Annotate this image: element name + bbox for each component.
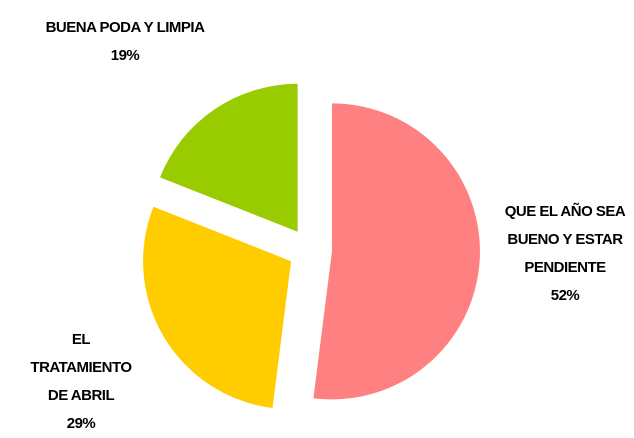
pie-slice bbox=[160, 83, 298, 232]
pie-slice bbox=[143, 206, 292, 409]
slice-label: EL TRATAMIENTO DE ABRIL 29% bbox=[20, 326, 142, 438]
slice-label: BUENA PODA Y LIMPIA 19% bbox=[45, 14, 205, 70]
value-label: 29% bbox=[66, 415, 96, 432]
category-label: EL TRATAMIENTO DE ABRIL bbox=[30, 331, 132, 404]
slice-label: QUE EL AÑO SEA BUENO Y ESTAR PENDIENTE 52… bbox=[500, 198, 630, 310]
value-label: 52% bbox=[550, 287, 580, 304]
value-label: 19% bbox=[110, 47, 140, 64]
category-label: QUE EL AÑO SEA BUENO Y ESTAR PENDIENTE bbox=[504, 203, 626, 276]
category-label: BUENA PODA Y LIMPIA bbox=[45, 19, 205, 36]
pie-slice bbox=[313, 103, 480, 400]
